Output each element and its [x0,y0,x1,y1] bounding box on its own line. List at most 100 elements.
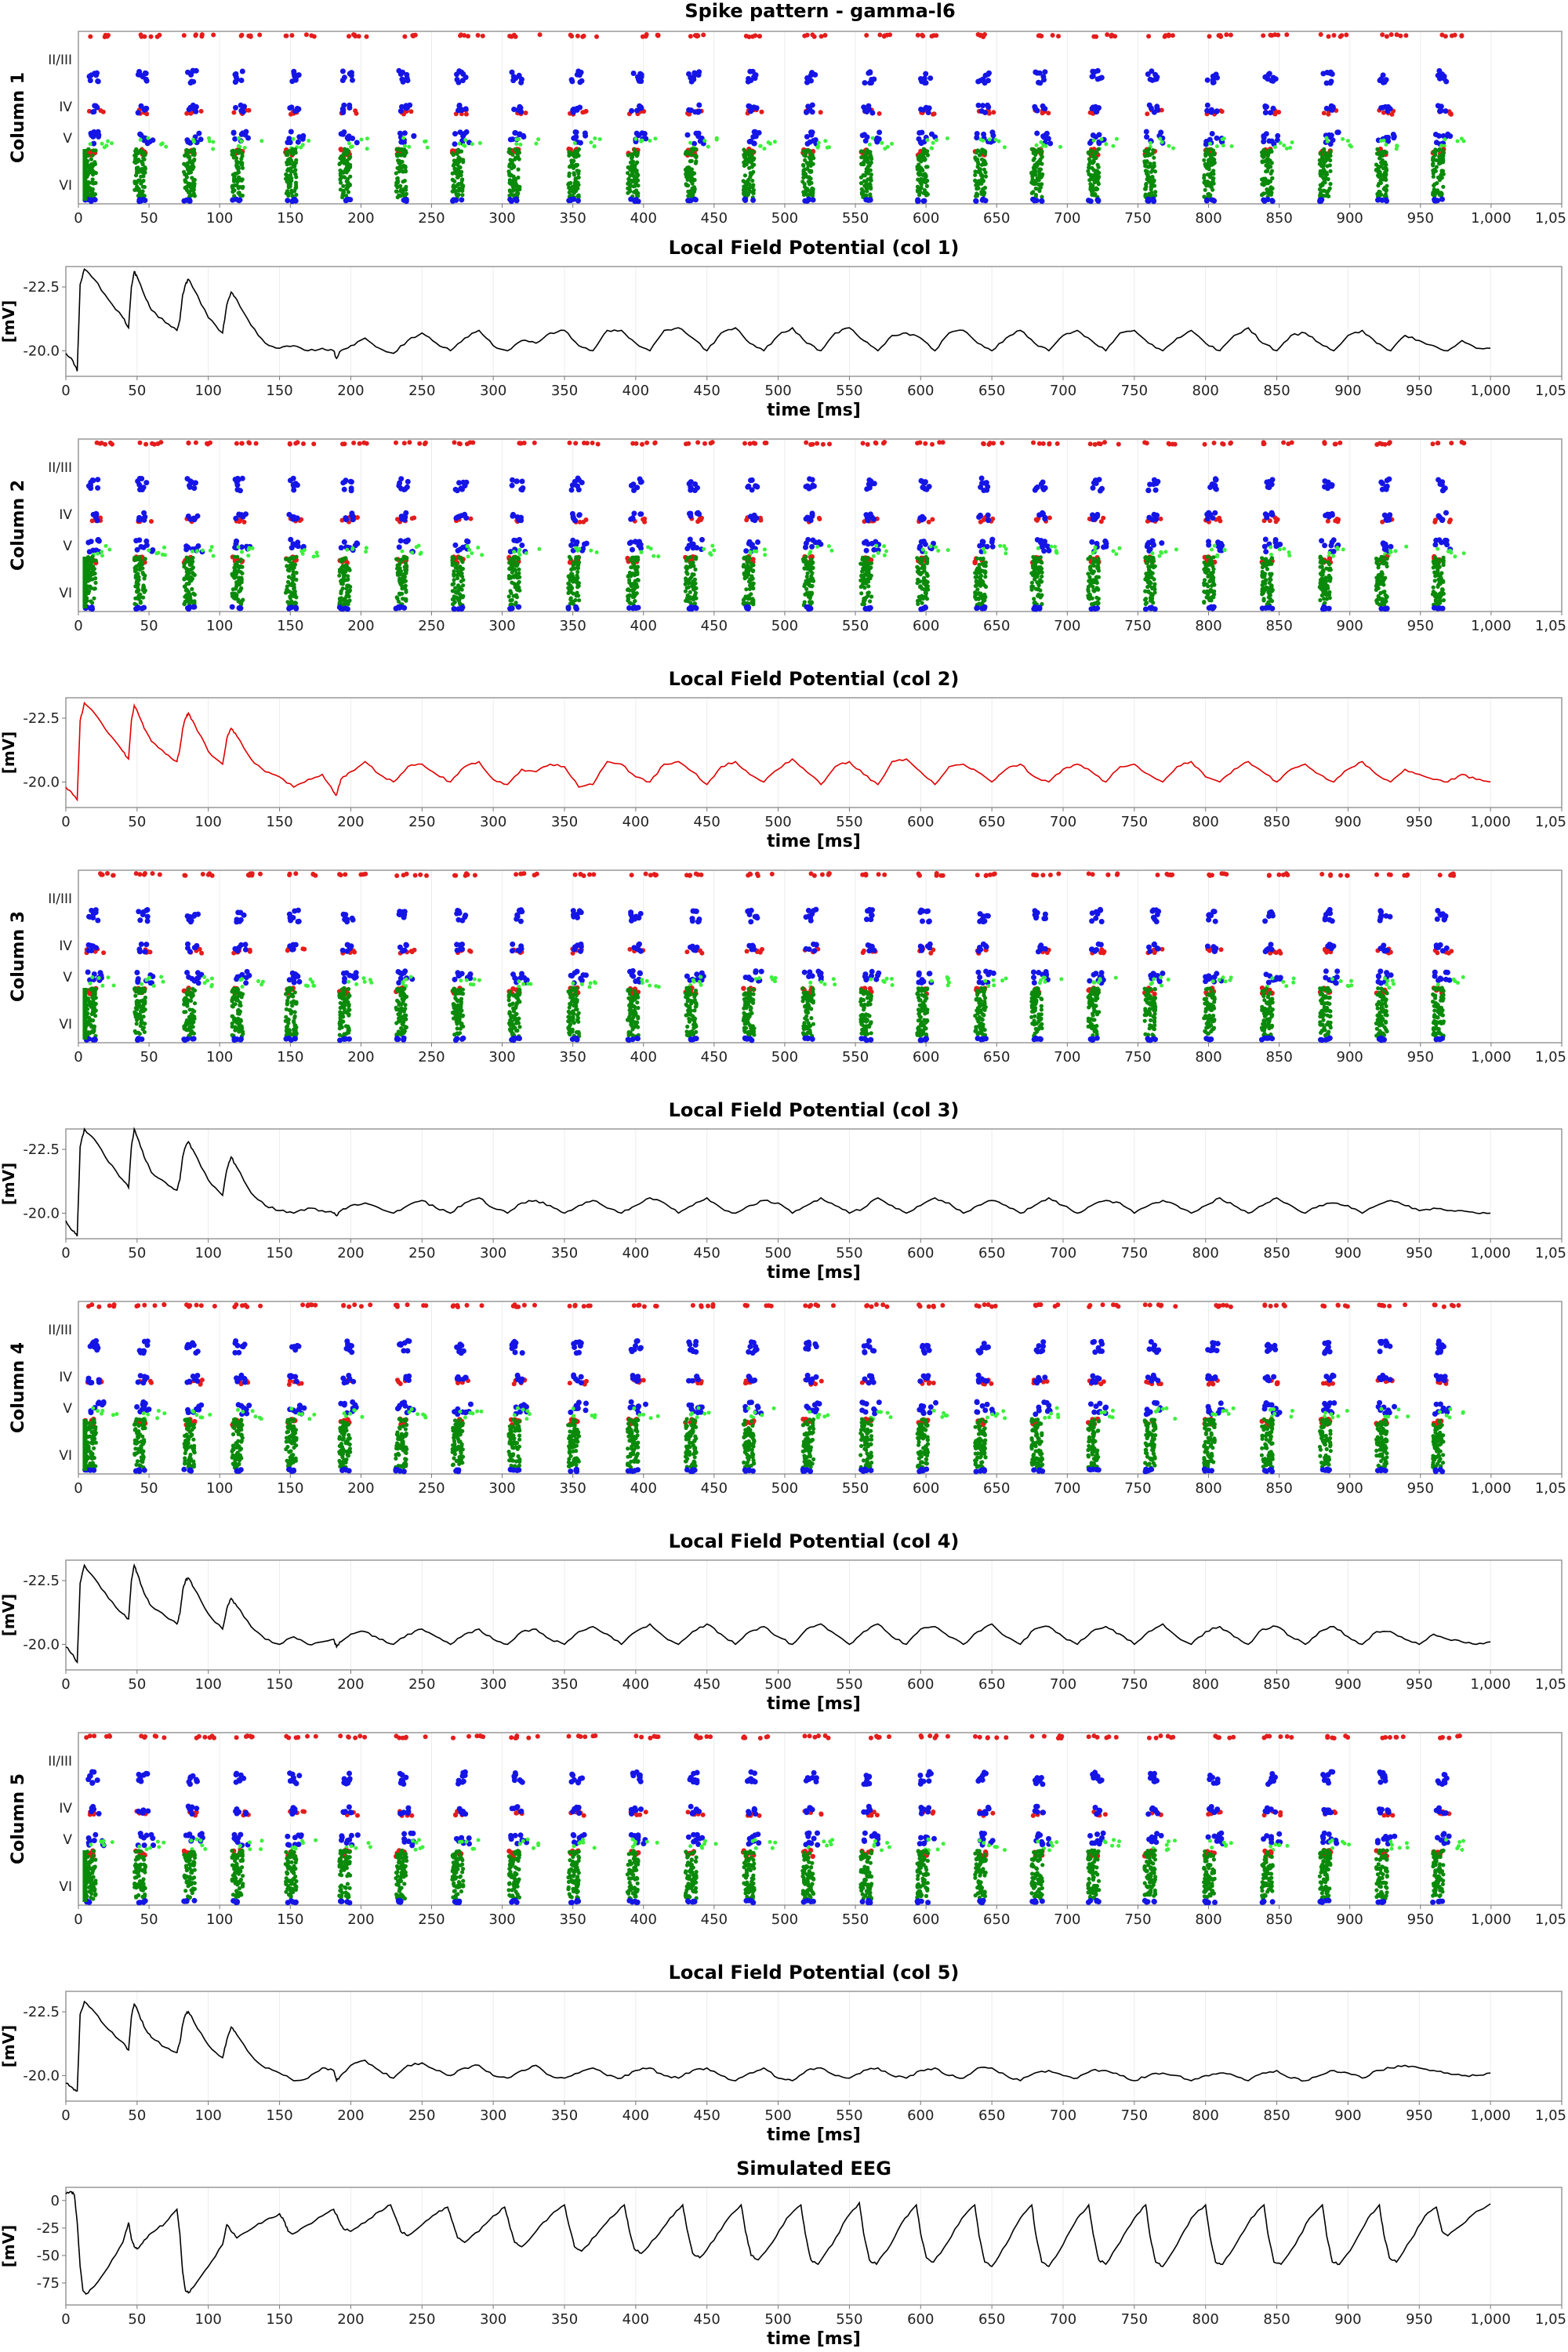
spike [880,140,884,145]
spike [1388,32,1394,38]
spike [229,604,235,610]
spike [192,599,197,604]
spike [1094,169,1100,173]
spike [452,578,456,583]
spike [567,171,572,176]
spike [747,188,752,193]
spike [1143,187,1148,191]
spike [567,165,572,169]
spike [626,574,630,579]
spike [397,538,404,544]
spike [289,601,293,605]
spike [923,172,927,176]
spike [985,102,991,108]
spike [1111,143,1116,148]
spike [804,133,810,140]
spike [1211,172,1216,176]
spike [925,138,930,143]
spike [1376,151,1381,156]
spike [462,511,468,517]
spike [140,74,146,80]
spike [236,160,241,165]
spike [931,140,935,145]
spike [1154,105,1160,111]
spike [652,441,658,446]
spike [1384,143,1388,147]
spike [511,32,517,38]
spike [639,139,644,143]
spike [238,144,242,149]
spike [142,590,147,594]
spike [1094,150,1099,154]
spike [1338,34,1343,39]
spike [351,32,356,38]
spike [1380,32,1385,38]
spike [139,487,145,492]
spike [772,140,777,144]
x-tick-label: 950 [1406,383,1432,399]
spike [237,605,242,612]
spike [143,105,149,111]
spike [1209,147,1214,151]
spike [920,107,926,113]
spike [867,69,873,75]
spike [1379,172,1384,177]
spike [460,177,465,182]
spike [240,109,246,115]
spike [637,103,643,109]
spike [190,549,194,554]
spike [1209,197,1215,203]
spike [1403,33,1409,38]
x-tick-label: 350 [559,210,586,227]
spike [1114,136,1119,141]
spike [237,583,242,587]
x-tick-label: 1,000 [1470,383,1511,399]
spike [240,571,245,575]
spike [456,167,460,172]
spike [1211,176,1216,181]
spike [106,33,111,38]
spike [1145,160,1149,165]
spike [702,546,706,551]
spike [748,550,753,554]
spike [1261,182,1265,187]
spike [684,558,689,563]
spike [753,483,759,489]
spike [742,600,746,605]
spike [315,554,320,558]
spike [95,78,101,85]
spike [804,440,809,445]
spike [459,78,466,84]
spike [293,168,298,172]
spike [342,573,347,579]
spike [753,33,758,38]
spike [568,77,575,83]
spike [417,441,423,446]
spike [864,33,869,38]
x-tick-label: 800 [1192,383,1219,399]
spike [289,178,294,183]
spike [423,139,428,143]
spike [1211,151,1216,155]
spike [688,152,692,157]
spike [1040,103,1046,109]
spike [93,72,100,78]
spike [1211,181,1216,186]
spike [294,482,300,488]
spike [1269,78,1275,84]
spike [691,70,698,76]
spike [568,188,573,193]
spike [706,144,710,149]
spike [827,145,831,150]
spike [343,597,347,601]
spike [1089,174,1094,179]
spike [339,78,346,83]
spike [808,561,813,565]
spike [507,193,512,198]
spike [339,106,346,112]
spike [452,141,458,147]
spike [749,592,753,597]
spike [513,178,518,183]
spike [400,69,405,75]
spike [401,163,406,168]
